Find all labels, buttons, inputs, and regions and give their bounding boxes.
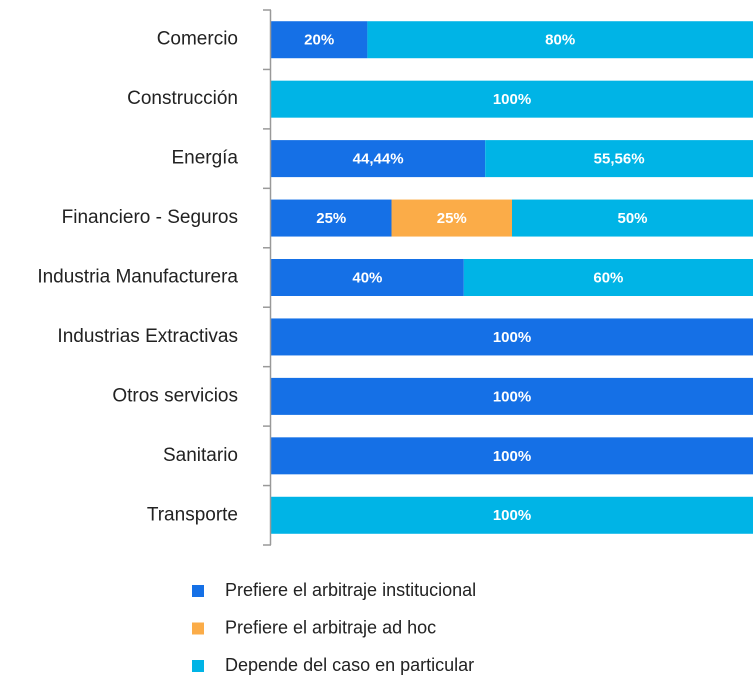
legend-label: Prefiere el arbitraje ad hoc xyxy=(225,617,436,637)
data-label: 40% xyxy=(352,269,382,286)
bar-segment xyxy=(271,80,753,118)
data-label: 100% xyxy=(493,448,531,465)
data-label: 55,56% xyxy=(594,151,645,168)
data-label: 20% xyxy=(304,32,334,49)
category-label: Industrias Extractivas xyxy=(57,326,238,347)
category-label: Transporte xyxy=(147,504,238,525)
bar-segment xyxy=(271,496,753,534)
category-label: Construcción xyxy=(127,88,238,109)
data-label: 100% xyxy=(493,329,531,346)
bar-segment xyxy=(271,259,464,296)
bar-segment xyxy=(367,21,753,59)
category-label: Industria Manufacturera xyxy=(37,267,238,288)
bar-segment xyxy=(512,199,753,237)
bar-segment xyxy=(271,318,753,356)
data-label: 100% xyxy=(493,507,531,524)
bar-segment xyxy=(391,199,512,237)
data-label: 100% xyxy=(493,388,531,405)
legend-swatch xyxy=(192,660,204,672)
category-label: Financiero - Seguros xyxy=(62,207,238,228)
bar-segment xyxy=(271,437,753,475)
category-label: Comercio xyxy=(157,29,238,50)
category-label: Sanitario xyxy=(163,445,238,466)
data-label: 25% xyxy=(316,210,346,227)
category-label: Otros servicios xyxy=(112,385,238,406)
bar-segment xyxy=(463,259,753,296)
data-label: 25% xyxy=(437,210,467,227)
data-label: 50% xyxy=(617,210,647,227)
data-label: 44,44% xyxy=(353,151,404,168)
bar-segment xyxy=(271,21,368,59)
data-label: 60% xyxy=(593,269,623,286)
bar-segment xyxy=(485,140,753,178)
legend-label: Depende del caso en particular xyxy=(225,655,474,675)
legend-swatch xyxy=(192,585,204,597)
bar-segment xyxy=(271,140,486,178)
category-label: Energía xyxy=(171,148,238,169)
legend-label: Prefiere el arbitraje institucional xyxy=(225,580,476,600)
data-label: 80% xyxy=(545,32,575,49)
bar-segment xyxy=(271,199,392,237)
bar-segment xyxy=(271,377,753,415)
legend-swatch xyxy=(192,622,204,635)
data-label: 100% xyxy=(493,91,531,108)
